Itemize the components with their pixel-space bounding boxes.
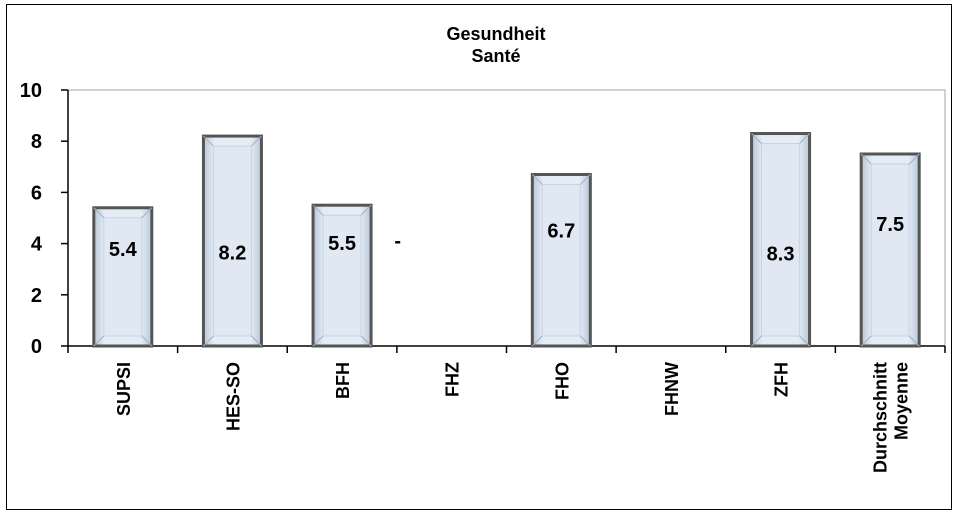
bar-bevel-edge	[312, 335, 324, 347]
x-tick-label-line: Durchschnitt	[871, 362, 891, 473]
x-tick-label: FHO	[552, 362, 572, 400]
x-tick-label-line: ZFH	[772, 362, 792, 397]
bar	[530, 172, 592, 348]
bar-bevel-edge	[860, 335, 872, 347]
data-label: -	[394, 231, 401, 253]
x-tick-label: FHZ	[443, 362, 463, 397]
chart-title-line: Gesundheit	[446, 24, 545, 44]
bar-bevel-edge	[799, 133, 810, 144]
bar-bevel-edge	[751, 335, 762, 347]
bar-bevel-edge	[531, 335, 543, 347]
data-label: 8.3	[767, 244, 795, 266]
bar-bevel-edge	[360, 204, 372, 216]
bar-bevel-edge	[579, 335, 591, 347]
bar-bevel-edge	[531, 174, 543, 185]
bar-bevel-edge	[360, 335, 372, 347]
y-tick-label: 6	[31, 182, 42, 204]
bar-bevel-edge	[141, 335, 153, 347]
data-label: 7.5	[876, 214, 904, 236]
x-tick-label-line: Moyenne	[892, 362, 912, 440]
bar-bevel-edge	[751, 133, 762, 144]
x-tick-label: FHNW	[662, 362, 682, 416]
y-tick-label: 2	[31, 285, 42, 307]
x-tick-label: HES-SO	[223, 362, 243, 431]
x-tick-label: ZFH	[772, 362, 792, 397]
bar-bevel-edge	[908, 335, 920, 347]
x-tick-label-line: SUPSI	[114, 362, 134, 416]
plot-area	[67, 89, 946, 347]
bar-bevel-edge	[860, 153, 872, 165]
bar-bevel-edge	[203, 135, 214, 147]
y-tick-label: 0	[31, 336, 42, 358]
y-tick-label: 8	[31, 131, 42, 153]
chart-title-line: Santé	[471, 46, 520, 66]
x-tick-label: BFH	[333, 362, 353, 399]
bar-bevel	[541, 183, 581, 337]
y-tick-label: 4	[31, 234, 43, 256]
bar-bevel-edge	[312, 204, 324, 216]
bar	[201, 134, 263, 348]
data-label: 5.4	[109, 239, 138, 261]
bar-bevel	[322, 214, 362, 337]
y-tick-label: 10	[20, 80, 42, 102]
x-tick-label: Durchschnitt Moyenne	[871, 362, 912, 473]
bar	[750, 132, 812, 348]
bar-bevel	[212, 145, 252, 337]
bar-bevel	[761, 143, 801, 337]
bar-bevel	[103, 217, 143, 337]
data-label: 5.5	[328, 233, 356, 255]
x-tick-label-line: FHZ	[443, 362, 463, 397]
x-tick-label-line: FHO	[552, 362, 572, 400]
bar-bevel-edge	[141, 207, 153, 219]
x-tick-label: SUPSI	[114, 362, 134, 416]
x-tick-label-line: FHNW	[662, 362, 682, 416]
bar-bevel-edge	[93, 335, 105, 347]
x-tick-label-line: BFH	[333, 362, 353, 399]
data-label: 6.7	[547, 220, 575, 242]
data-label: 8.2	[219, 243, 247, 265]
bar-bevel-edge	[799, 335, 810, 347]
bar-bevel-edge	[93, 207, 105, 219]
bar-bevel-edge	[251, 135, 262, 147]
bar-bevel-edge	[251, 335, 262, 347]
bar-bevel-edge	[908, 153, 920, 165]
bar-bevel-edge	[203, 335, 214, 347]
bar-bevel-edge	[579, 174, 591, 185]
x-tick-label-line: HES-SO	[223, 362, 243, 431]
bar	[859, 152, 921, 348]
bar-bevel	[870, 163, 910, 337]
bar	[311, 203, 373, 348]
bar	[92, 206, 154, 348]
